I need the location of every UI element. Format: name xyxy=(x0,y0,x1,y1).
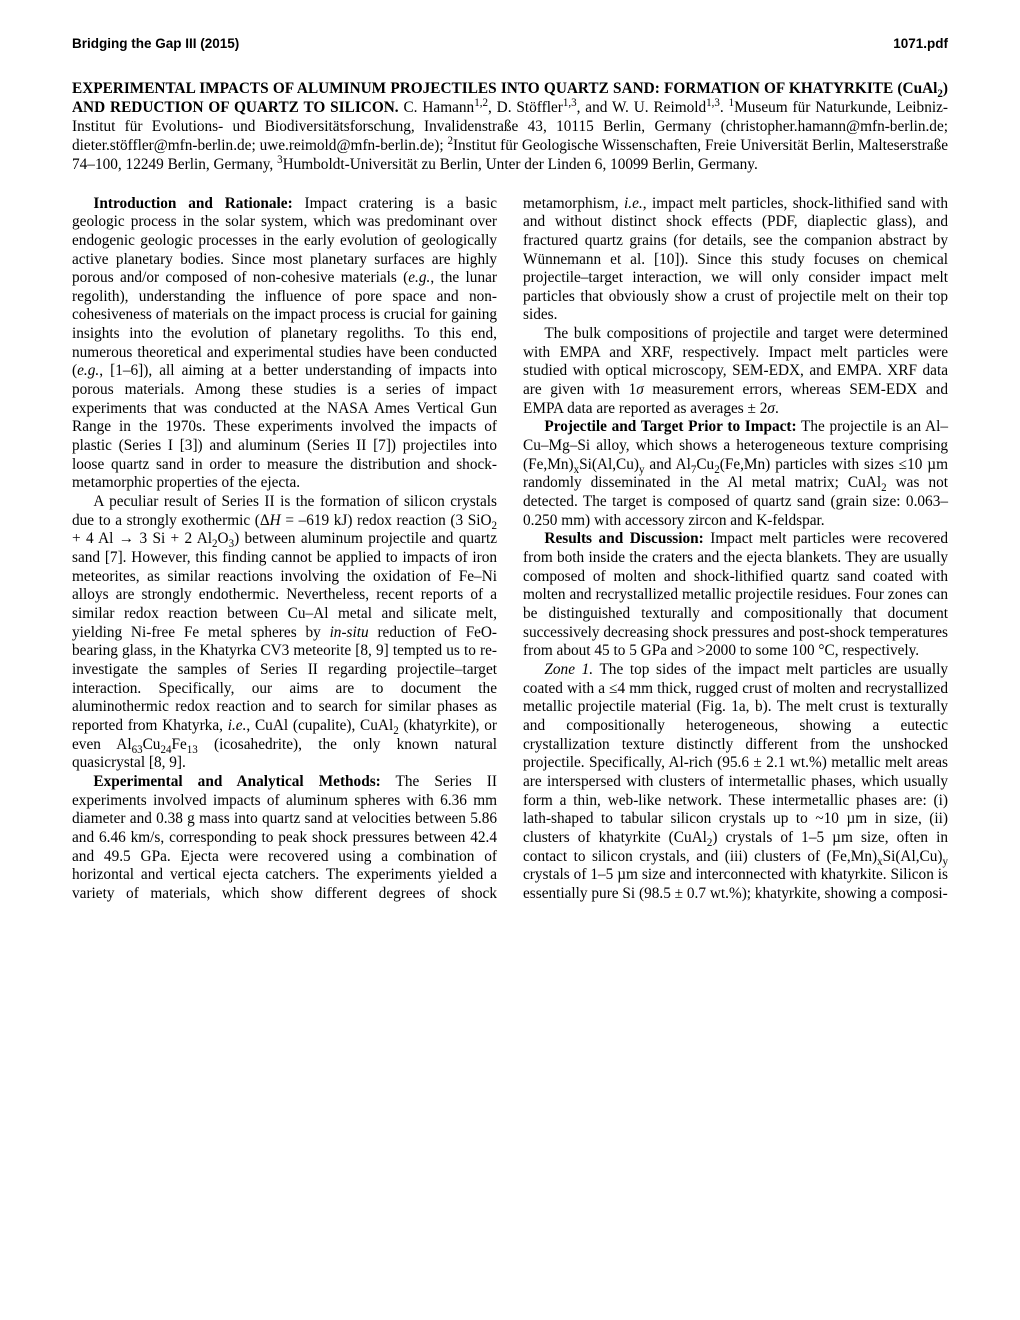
authors-3: , and W. U. Reimold xyxy=(577,99,707,116)
page-header: Bridging the Gap III (2015) 1071.pdf xyxy=(72,36,948,51)
authors-1: C. Hamann xyxy=(399,99,475,116)
para-bulk: The bulk compositions of projectile and … xyxy=(523,325,948,418)
header-left: Bridging the Gap III (2015) xyxy=(72,36,239,51)
projectile-head: Projectile and Target Prior to Impact: xyxy=(544,418,796,435)
aff-sup-3: 1,3 xyxy=(706,97,720,109)
header-right: 1071.pdf xyxy=(893,36,948,51)
body-columns: Introduction and Rationale: Impact crate… xyxy=(72,195,948,904)
para-zone1: Zone 1. The top sides of the impact melt… xyxy=(523,661,948,904)
para-peculiar: A peculiar result of Series II is the fo… xyxy=(72,493,497,773)
title-block: EXPERIMENTAL IMPACTS OF ALUMINUM PROJECT… xyxy=(72,79,948,175)
aff3: Humboldt-Universität zu Berlin, Unter de… xyxy=(283,156,758,173)
period: . xyxy=(720,99,729,116)
authors-2: , D. Stöffler xyxy=(488,99,563,116)
aff-sup-1: 1,2 xyxy=(474,97,488,109)
results-head: Results and Discussion: xyxy=(544,530,703,547)
para-results: Results and Discussion: Impact melt part… xyxy=(523,530,948,661)
methods-head: Experimental and Analytical Methods: xyxy=(93,773,380,790)
zone1-label: Zone 1. xyxy=(544,661,593,678)
title-part1: EXPERIMENTAL IMPACTS OF ALUMINUM PROJECT… xyxy=(72,80,937,97)
para-projectile: Projectile and Target Prior to Impact: T… xyxy=(523,418,948,530)
aff-sup-2: 1,3 xyxy=(563,97,577,109)
intro-head: Introduction and Rationale: xyxy=(93,195,292,212)
para-intro: Introduction and Rationale: Impact crate… xyxy=(72,195,497,494)
